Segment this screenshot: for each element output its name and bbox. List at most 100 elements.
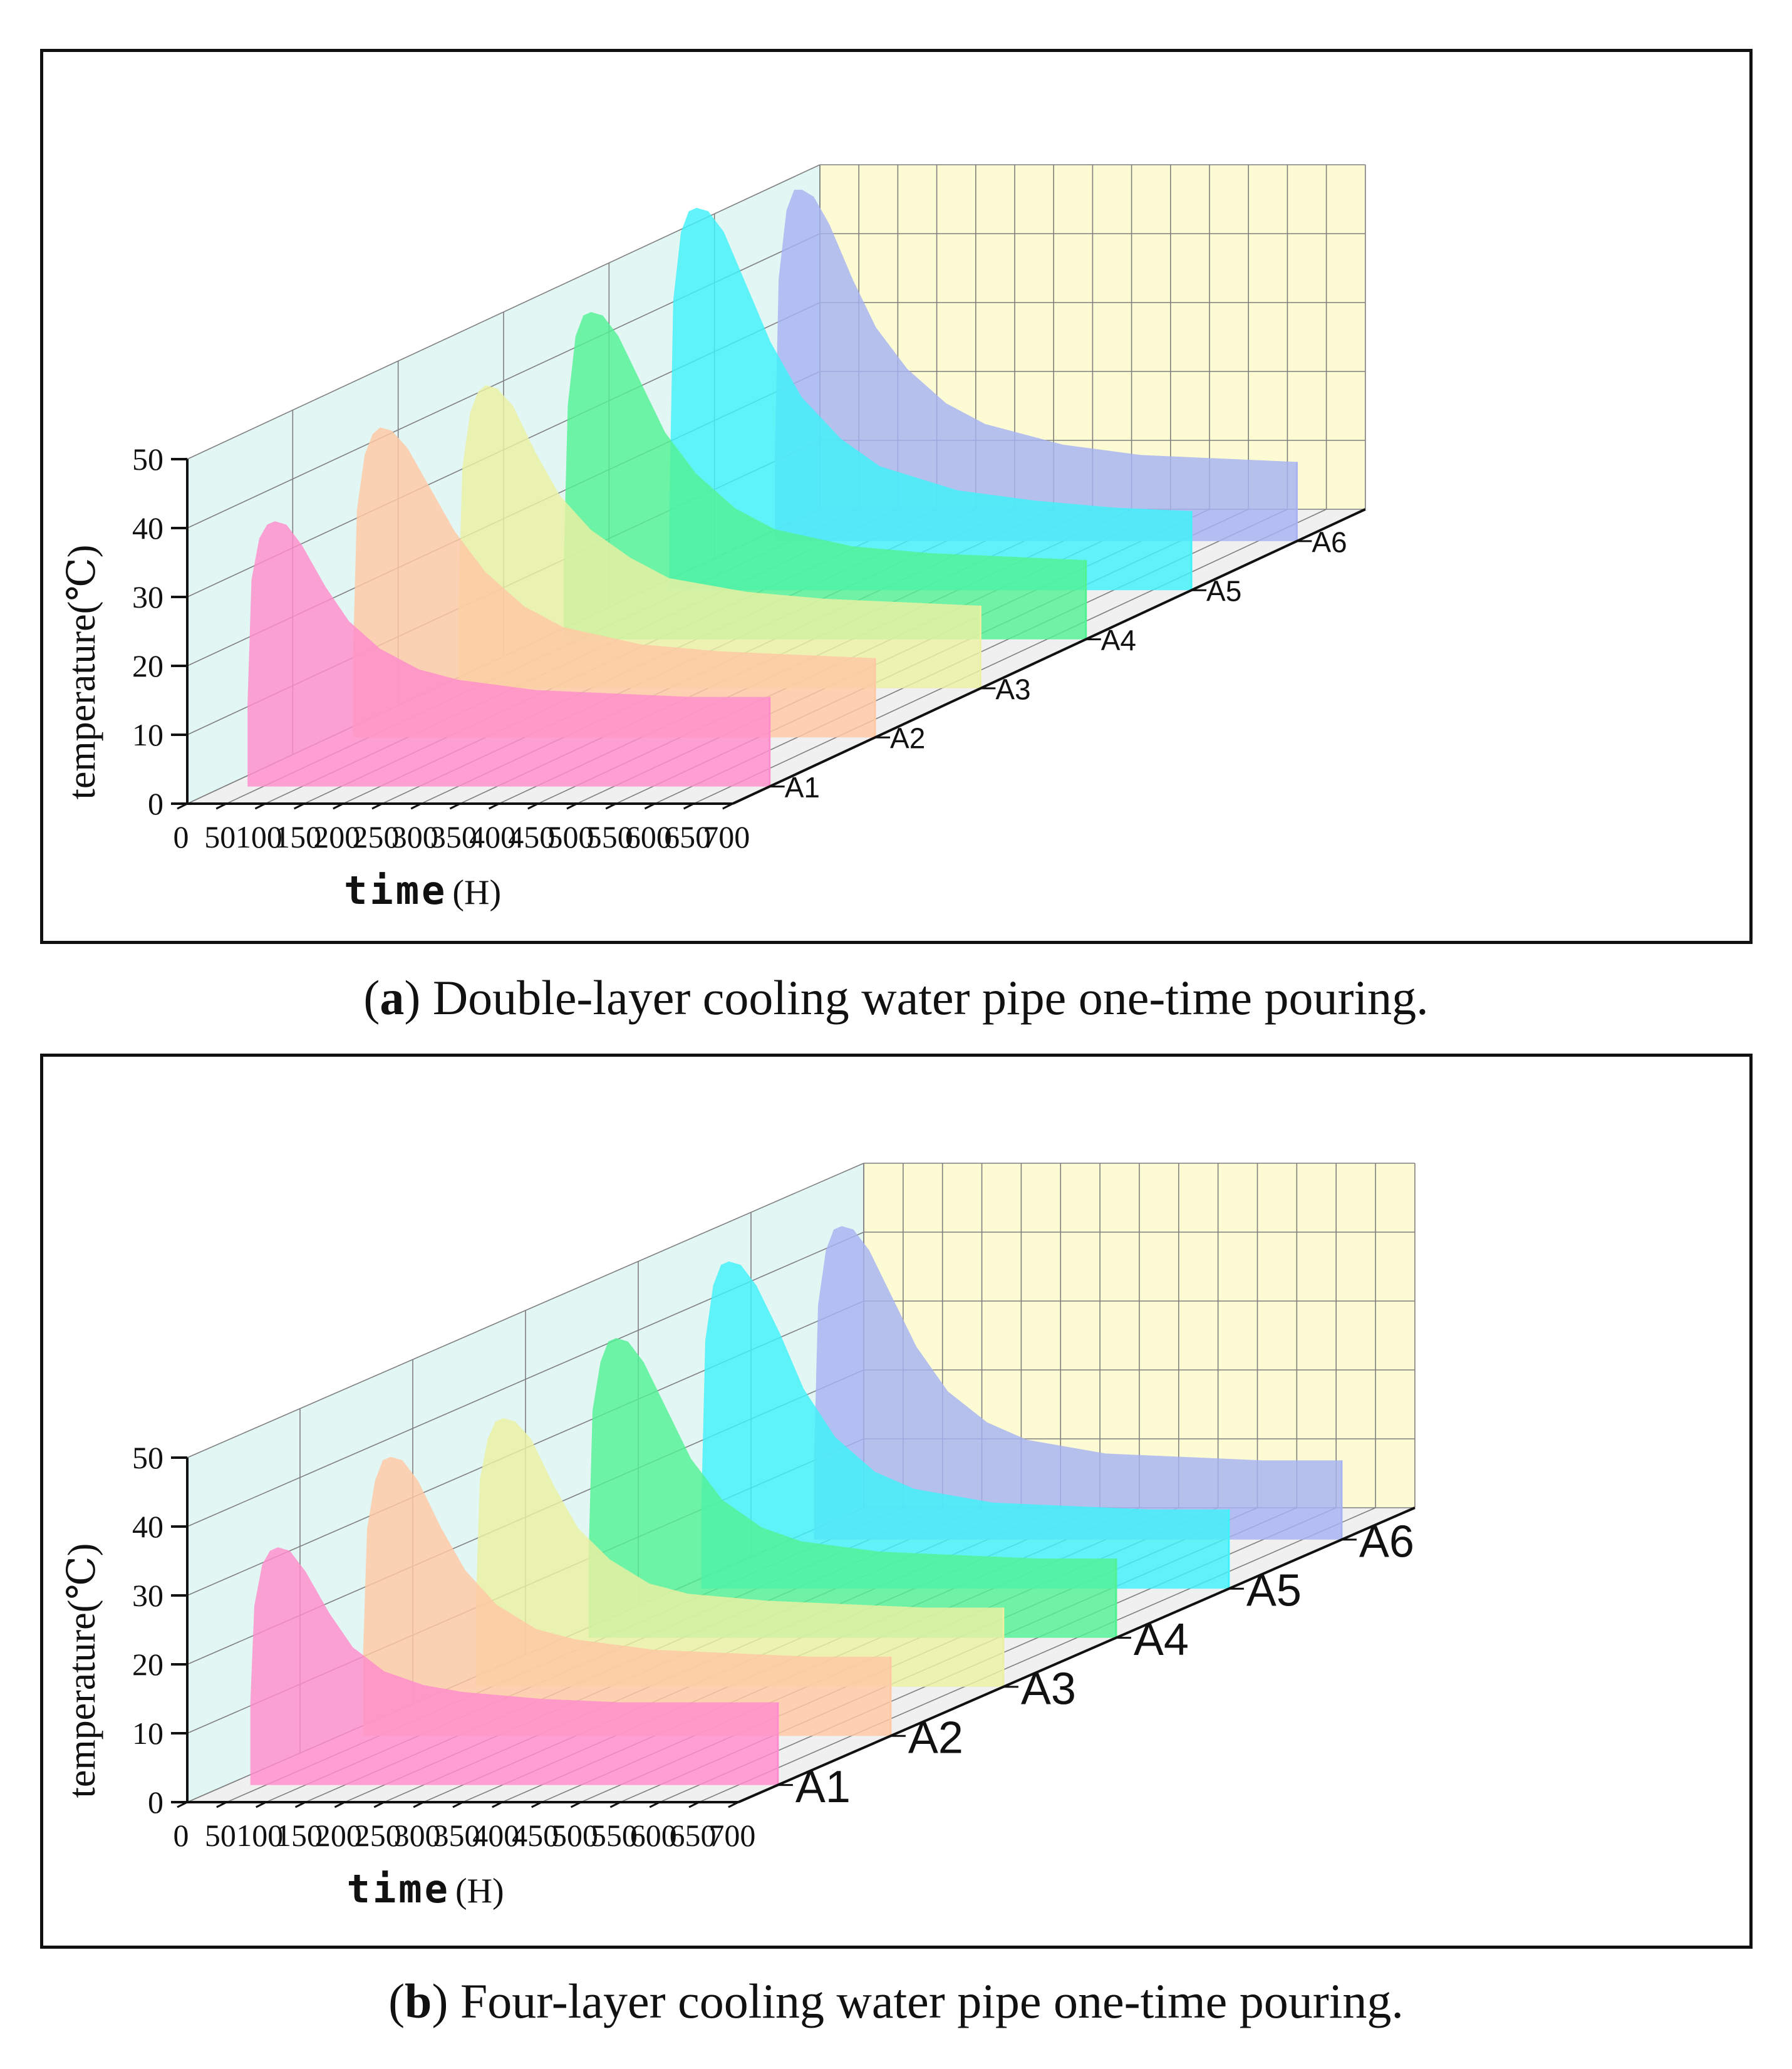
pb-x-tick-label: 500: [551, 1818, 598, 1853]
pa-x-tick-label: 150: [274, 819, 321, 854]
pb-x-tick: [688, 1801, 700, 1808]
panel-a: 0 10 20 30 40 50 0 50 100 150 200 250 300 350 400 450 50…: [40, 49, 1753, 944]
pa-x-tick: [683, 802, 695, 810]
pa-x-tick: [644, 802, 656, 810]
pb-x-tick: [452, 1801, 464, 1808]
pb-series-label-a6: A6: [1359, 1517, 1414, 1567]
pb-x-tick-label: 300: [394, 1818, 441, 1853]
pb-x-tick-label: 650: [670, 1818, 717, 1853]
pa-x-axis-title: time: [344, 868, 447, 913]
pb-x-tick: [177, 1801, 188, 1808]
pb-area-a2: [363, 1456, 891, 1736]
pa-x-tick-label: 0: [174, 819, 189, 854]
pb-x-tick: [373, 1801, 385, 1808]
pb-x-tick-label: 450: [512, 1818, 559, 1853]
pa-area-a1: [247, 521, 770, 787]
pb-x-tick-label: 100: [236, 1818, 283, 1853]
pb-y-tick-label: 50: [132, 1440, 163, 1475]
pa-y-tick-label: 30: [132, 579, 163, 614]
pa-x-tick-label: 300: [391, 819, 438, 854]
pa-x-tick: [254, 802, 266, 810]
pb-series-label-a4: A4: [1134, 1615, 1189, 1665]
caption-a-label: a: [380, 970, 405, 1025]
pa-x-tick-label: 350: [430, 819, 477, 854]
pa-x-tick-label: 200: [313, 819, 360, 854]
caption-a: (a) Double-layer cooling water pipe one-…: [363, 970, 1429, 1025]
caption-b-label: b: [405, 1974, 432, 2028]
pa-series-label-a4: A4: [1101, 624, 1136, 656]
pb-series-label-a1: A1: [795, 1762, 851, 1812]
pa-x-axis-unit: (H): [452, 873, 501, 912]
pa-x-tick-label: 600: [625, 819, 672, 854]
pa-x-tick: [333, 802, 344, 810]
pa-x-tick-label: 400: [469, 819, 516, 854]
pb-x-tick: [216, 1801, 227, 1808]
pa-x-tick: [410, 802, 422, 810]
pb-floor-gridline: [698, 1507, 1376, 1803]
pb-y-tick-label: 20: [132, 1647, 163, 1682]
pb-area-a5: [701, 1261, 1229, 1589]
pa-x-tick: [527, 802, 539, 810]
pa-series-label-a3: A3: [995, 673, 1030, 705]
pb-x-tick: [294, 1801, 306, 1808]
pb-x-axis-unit: (H): [455, 1872, 504, 1911]
pa-area-a3: [458, 385, 981, 688]
pb-x-tick-label: 700: [708, 1818, 755, 1853]
pb-area-a6: [814, 1226, 1342, 1540]
pb-y-tick-label: 10: [132, 1716, 163, 1751]
pa-series-label-a2: A2: [890, 722, 925, 755]
pb-x-tick: [334, 1801, 346, 1808]
pa-x-tick: [605, 802, 616, 810]
pa-floor-gridline: [693, 509, 1327, 804]
pa-x-tick-label: 550: [586, 819, 633, 854]
pb-x-tick-label: 600: [630, 1818, 677, 1853]
pb-x-tick: [609, 1801, 621, 1808]
pa-depth-axis: [732, 508, 1366, 805]
pb-x-tick: [649, 1801, 660, 1808]
pa-x-tick: [215, 802, 227, 810]
pa-x-tick: [177, 802, 188, 810]
caption-b-text: Four-layer cooling water pipe one-time p…: [460, 1974, 1404, 2028]
pb-depth-axis: [738, 1506, 1416, 1803]
pb-area-a1: [250, 1547, 778, 1785]
pb-x-tick-label: 250: [355, 1818, 401, 1853]
pa-y-tick-label: 50: [132, 442, 163, 477]
pb-x-tick-label: 50: [205, 1818, 236, 1853]
pb-y-tick-label: 0: [148, 1785, 163, 1820]
pa-y-tick-label: 40: [132, 511, 163, 546]
pb-x-tick: [531, 1801, 542, 1808]
pa-x-tick-label: 450: [508, 819, 555, 854]
pb-y-tick-label: 40: [132, 1509, 163, 1544]
pb-series-label-a2: A2: [908, 1713, 963, 1763]
pa-area-a2: [353, 427, 875, 738]
pb-x-tick-label: 200: [315, 1818, 362, 1853]
pb-x-tick-label: 550: [591, 1818, 638, 1853]
pb-x-tick: [492, 1801, 503, 1808]
pa-y-axis-title: temperature(℃): [61, 545, 103, 800]
pa-area-a6: [774, 189, 1297, 541]
pb-x-tick: [728, 1801, 739, 1808]
panel-b: 0 10 20 30 40 50 0 50 100 150 200 250 300 350 400 450 50…: [40, 1054, 1753, 1949]
pa-x-tick-label: 700: [703, 819, 750, 854]
pa-y-tick-label: 10: [132, 717, 163, 752]
pb-series-label-a5: A5: [1246, 1566, 1302, 1616]
pa-x-tick: [722, 802, 733, 810]
pa-y-tick-label: 20: [132, 648, 163, 683]
pb-x-tick-label: 150: [276, 1818, 323, 1853]
pb-x-tick-label: 350: [433, 1818, 480, 1853]
pa-series-label-a5: A5: [1206, 575, 1241, 608]
pb-area-a3: [475, 1418, 1003, 1687]
pa-series-label-a1: A1: [785, 771, 820, 804]
pa-area-a5: [669, 207, 1191, 591]
pa-x-tick-label: 250: [353, 819, 400, 854]
caption-b: (b) Four-layer cooling water pipe one-ti…: [388, 1974, 1404, 2028]
pb-x-tick: [256, 1801, 267, 1808]
pa-x-tick-label: 100: [236, 819, 282, 854]
pb-y-tick-label: 30: [132, 1578, 163, 1613]
pa-x-tick: [371, 802, 383, 810]
pa-series-label-a6: A6: [1312, 526, 1347, 558]
pa-x-tick-label: 500: [547, 819, 594, 854]
pb-x-tick: [413, 1801, 424, 1808]
